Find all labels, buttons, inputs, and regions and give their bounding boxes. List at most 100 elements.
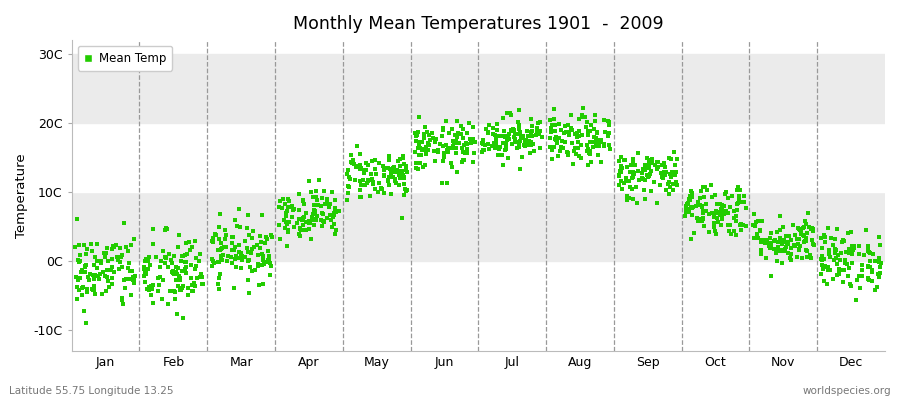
Point <box>635 175 650 182</box>
Point <box>668 172 682 178</box>
Point <box>644 159 659 166</box>
Point <box>427 148 441 154</box>
Point <box>167 296 182 302</box>
Point <box>176 283 190 289</box>
Point <box>798 238 813 244</box>
Point <box>375 163 390 169</box>
Point <box>75 292 89 298</box>
Point <box>153 274 167 280</box>
Point <box>775 248 789 254</box>
Point <box>80 286 94 292</box>
Point <box>165 268 179 275</box>
Point <box>509 138 524 145</box>
Point <box>820 281 834 288</box>
Point <box>167 253 182 259</box>
Point <box>238 254 252 260</box>
Point <box>410 132 424 138</box>
Point <box>852 250 867 257</box>
Point <box>304 216 319 223</box>
Point <box>161 264 176 270</box>
Point <box>654 174 669 180</box>
Point <box>493 144 508 150</box>
Point <box>691 199 706 205</box>
Point <box>486 131 500 137</box>
Point <box>409 133 423 140</box>
Point <box>527 148 542 154</box>
Point <box>228 217 242 223</box>
Point <box>830 260 844 267</box>
Point <box>309 188 323 194</box>
Point <box>600 118 615 124</box>
Point <box>153 264 167 270</box>
Point <box>178 266 193 272</box>
Point <box>94 258 108 264</box>
Point <box>151 288 166 294</box>
Point <box>246 228 260 234</box>
Point <box>824 235 838 242</box>
Point <box>440 180 454 186</box>
Point <box>295 214 310 221</box>
Point <box>713 200 727 207</box>
Point <box>490 133 504 139</box>
Point <box>632 177 646 183</box>
Point <box>183 246 197 253</box>
Point <box>584 159 598 166</box>
Point <box>869 284 884 290</box>
Point <box>278 218 293 225</box>
Point <box>292 226 307 232</box>
Point <box>642 158 656 164</box>
Point <box>846 246 860 252</box>
Point <box>864 278 878 284</box>
Point <box>491 121 505 127</box>
Point <box>173 276 187 283</box>
Point <box>709 208 724 214</box>
Point <box>181 285 195 291</box>
Point <box>309 194 323 201</box>
Point <box>345 160 359 166</box>
Point <box>852 273 867 280</box>
Point <box>546 144 561 150</box>
Point <box>601 119 616 125</box>
Point <box>411 129 426 136</box>
Point <box>734 198 749 205</box>
Point <box>175 284 189 291</box>
Point <box>638 161 652 168</box>
Point <box>414 152 428 158</box>
Point <box>354 194 368 201</box>
Point <box>861 243 876 250</box>
Point <box>112 245 127 251</box>
Point <box>262 254 276 260</box>
Point <box>715 214 729 220</box>
Point <box>110 254 124 260</box>
Point <box>179 240 194 246</box>
Point <box>529 125 544 132</box>
Point <box>814 256 828 262</box>
Point <box>680 201 695 208</box>
Point <box>108 242 122 248</box>
Point <box>679 206 693 213</box>
Point <box>166 271 181 277</box>
Point <box>821 225 835 231</box>
Point <box>340 170 355 177</box>
Point <box>746 211 760 218</box>
Point <box>823 267 837 273</box>
Point <box>832 266 846 272</box>
Point <box>328 205 342 211</box>
Point <box>400 162 414 169</box>
Point <box>777 236 791 243</box>
Point <box>829 255 843 262</box>
Point <box>683 197 698 203</box>
Point <box>601 133 616 140</box>
Point <box>511 119 526 126</box>
Point <box>295 198 310 204</box>
Point <box>445 125 459 132</box>
Point <box>684 204 698 210</box>
Point <box>695 204 709 211</box>
Point <box>762 240 777 246</box>
Point <box>274 198 288 204</box>
Point <box>493 133 508 139</box>
Point <box>241 249 256 256</box>
Point <box>724 222 738 228</box>
Point <box>603 146 617 152</box>
Point <box>872 274 886 280</box>
